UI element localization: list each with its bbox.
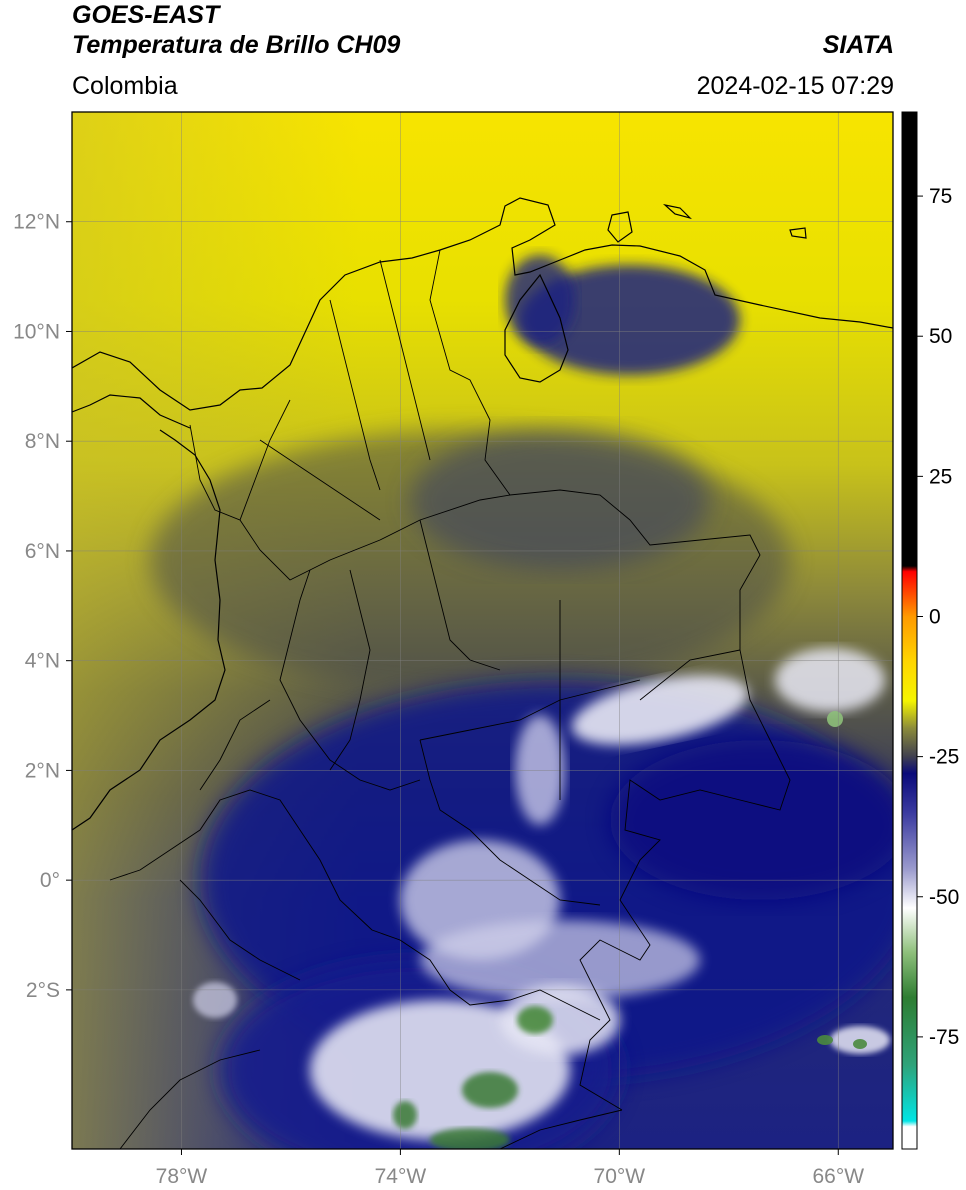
lat-tick-label: 2°S: [26, 979, 60, 1002]
colorbar-tick-label: 0: [929, 605, 941, 628]
lon-tick-label: 74°W: [375, 1165, 427, 1188]
map-frame: [71, 111, 894, 1150]
lon-tick-label: 78°W: [156, 1165, 208, 1188]
lat-tick-label: 0°: [40, 869, 60, 892]
colorbar-tick-label: -25: [929, 746, 959, 769]
coastlines: [72, 197, 893, 831]
lon-tick-label: 66°W: [812, 1165, 864, 1188]
product-title: Temperatura de Brillo CH09: [72, 31, 401, 59]
borders: [109, 249, 791, 1149]
colorbar-tick-label: -50: [929, 886, 959, 909]
lat-tick-label: 2°N: [25, 759, 60, 782]
lat-tick-label: 4°N: [25, 650, 60, 673]
region-label: Colombia: [72, 72, 178, 100]
timestamp-label: 2024-02-15 07:29: [696, 72, 894, 100]
colorbar-tick-label: 75: [929, 185, 952, 208]
colorbar: 75 50 25 0 -25 -50 -75: [901, 111, 959, 1150]
colorbar-tick-label: -75: [929, 1026, 959, 1049]
graticule: [72, 112, 893, 1149]
colorbar-ramp: [901, 111, 918, 1150]
lat-tick-label: 10°N: [13, 320, 60, 343]
lat-tick-label: 12°N: [13, 211, 60, 234]
latitude-ticks: 12°N 10°N 8°N 6°N 4°N 2°N 0° 2°S: [13, 211, 72, 1002]
colorbar-tick-label: 25: [929, 465, 952, 488]
colorbar-ticks: 75 50 25 0 -25 -50 -75: [917, 185, 959, 1049]
longitude-ticks: 78°W 74°W 70°W 66°W: [156, 1149, 864, 1188]
lat-tick-label: 6°N: [25, 540, 60, 563]
satellite-field: [72, 112, 893, 1149]
lat-tick-label: 8°N: [25, 430, 60, 453]
brand-label: SIATA: [822, 31, 894, 59]
lon-tick-label: 70°W: [594, 1165, 646, 1188]
colorbar-tick-label: 50: [929, 325, 952, 348]
satellite-title: GOES-EAST: [72, 1, 220, 29]
